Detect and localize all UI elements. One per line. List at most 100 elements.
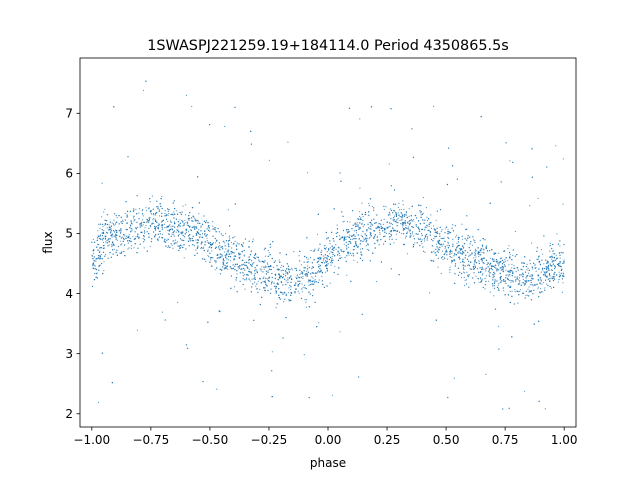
data-point (526, 269, 528, 271)
data-point (345, 260, 347, 262)
data-point (201, 236, 203, 238)
data-point (136, 252, 138, 254)
data-point (530, 299, 533, 301)
data-point (355, 243, 357, 245)
data-point (261, 266, 263, 268)
data-point (375, 227, 377, 229)
data-point (312, 272, 315, 274)
data-point (402, 226, 404, 228)
data-point (390, 236, 392, 238)
data-point (290, 288, 292, 291)
data-point (548, 273, 551, 275)
data-point (313, 283, 315, 285)
data-point (274, 260, 276, 262)
data-point (380, 227, 382, 229)
data-point (170, 235, 172, 237)
data-point (526, 263, 528, 265)
data-point (93, 249, 95, 251)
data-point (288, 287, 290, 289)
data-point (559, 260, 561, 263)
data-point (511, 336, 513, 338)
data-point (108, 241, 110, 243)
data-point (338, 252, 340, 254)
data-point (373, 209, 375, 211)
data-point (192, 240, 194, 242)
data-point (106, 223, 108, 226)
data-point (177, 221, 179, 223)
data-point (193, 216, 195, 218)
data-point (234, 258, 236, 260)
data-point (427, 225, 429, 227)
data-point (267, 289, 269, 292)
data-point (402, 224, 404, 226)
data-point (409, 224, 411, 226)
data-point (222, 258, 224, 260)
data-point (543, 281, 545, 284)
data-point (161, 220, 163, 222)
data-point (268, 277, 270, 279)
data-point (344, 238, 346, 240)
data-point (449, 249, 452, 251)
data-point (243, 274, 246, 276)
data-point (187, 224, 190, 227)
data-point (446, 258, 449, 260)
data-point (313, 280, 315, 282)
data-point (192, 244, 194, 246)
data-point (224, 251, 226, 253)
data-point (354, 235, 356, 237)
data-point (484, 288, 486, 290)
data-point (308, 279, 310, 281)
data-point (171, 244, 173, 246)
data-point (318, 270, 320, 272)
data-point (242, 278, 244, 280)
data-point (268, 252, 270, 254)
data-point (295, 288, 297, 290)
data-point (224, 267, 226, 269)
data-point (389, 225, 391, 227)
data-point (516, 254, 518, 256)
data-point (503, 278, 505, 281)
data-point (412, 226, 414, 229)
data-point (107, 257, 109, 259)
data-point (272, 241, 274, 243)
data-point (491, 269, 494, 271)
data-point (264, 255, 266, 257)
data-point (297, 284, 300, 286)
data-point (199, 237, 201, 239)
data-point (376, 225, 379, 227)
data-point (254, 272, 256, 274)
data-point (98, 251, 101, 253)
data-point (298, 277, 300, 279)
data-point (117, 245, 120, 248)
data-point (455, 234, 458, 236)
data-point (321, 275, 323, 277)
data-point (294, 291, 296, 293)
data-point (454, 265, 456, 267)
data-point (110, 228, 112, 230)
data-point (178, 234, 180, 236)
data-point (108, 244, 110, 246)
data-point (288, 277, 290, 279)
data-point (492, 265, 494, 267)
data-point (393, 230, 395, 232)
data-point (319, 271, 322, 273)
data-point (162, 233, 164, 235)
data-point (543, 235, 545, 237)
data-point (553, 277, 555, 279)
data-point (494, 281, 496, 283)
data-point (358, 228, 360, 230)
data-point (91, 254, 93, 256)
data-point (304, 287, 306, 289)
data-point (95, 260, 97, 262)
data-point (130, 240, 132, 243)
data-point (507, 285, 509, 287)
data-point (424, 234, 427, 236)
data-point (340, 249, 342, 251)
data-point (126, 216, 129, 218)
data-point (357, 218, 359, 220)
data-point (191, 237, 193, 240)
data-point (116, 239, 118, 241)
data-point (191, 217, 193, 219)
data-point (481, 251, 483, 253)
data-point (179, 247, 181, 249)
